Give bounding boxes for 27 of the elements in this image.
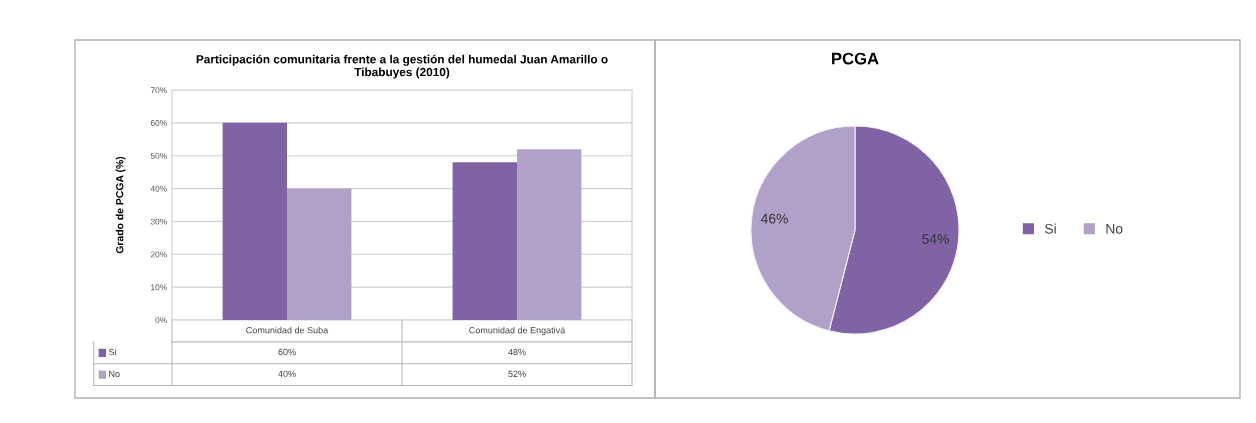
bar — [287, 188, 352, 320]
y-tick-label: 10% — [151, 284, 167, 291]
data-label: 48% — [508, 348, 526, 356]
legend-label: Si — [1044, 223, 1056, 234]
y-tick-label: 70% — [150, 87, 167, 94]
data-label: 40% — [278, 370, 296, 378]
legend-label: No — [109, 370, 120, 378]
y-tick-label: 40% — [150, 185, 167, 192]
bar — [222, 122, 287, 320]
y-tick-label: 0% — [155, 317, 167, 324]
y-tick-label: 30% — [150, 218, 167, 225]
bar — [517, 149, 582, 320]
data-label: 54% — [922, 234, 949, 244]
chart-title: Participación comunitaria frente a la gestión del humedal Juan Amarillo o Tibabuyes (2010) — [196, 54, 608, 79]
y-tick-label: 50% — [150, 152, 167, 159]
x-tick-label: Comunidad de Suba — [246, 326, 329, 334]
y-tick-label: 20% — [150, 251, 167, 258]
data-label: 52% — [508, 370, 526, 378]
legend-label: No — [1106, 224, 1123, 234]
data-label: 60% — [278, 348, 296, 356]
data-label: 46% — [760, 213, 788, 224]
y-tick-label: 60% — [150, 120, 167, 126]
bar — [452, 162, 517, 320]
legend-label: Si — [108, 348, 116, 356]
x-tick-label: Comunidad de Engativá — [469, 326, 566, 336]
chart-title: PCGA — [832, 52, 879, 65]
y-axis-title: Grado de PCGA (%) — [115, 156, 126, 254]
